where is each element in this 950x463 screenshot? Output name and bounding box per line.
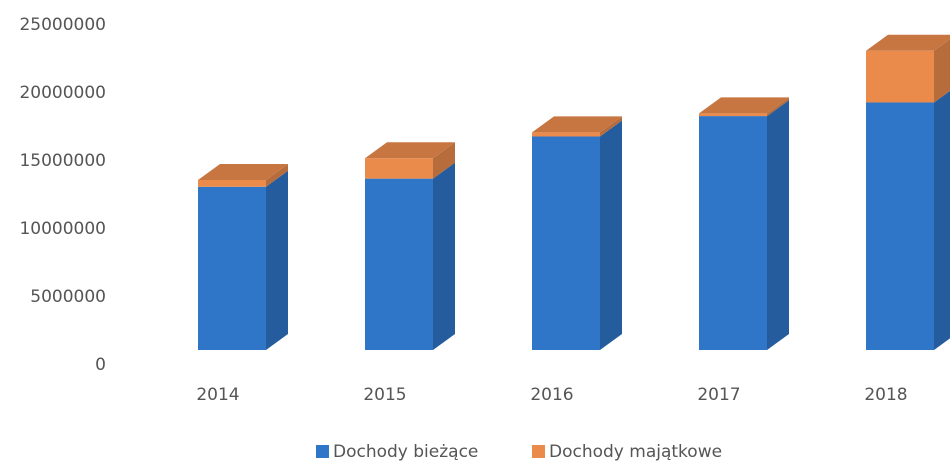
- x-tick-label: 2015: [363, 385, 406, 405]
- x-tick-label: 2016: [530, 385, 573, 405]
- bar-front: [365, 178, 433, 350]
- bar-side: [433, 142, 455, 179]
- legend-label: Dochody majątkowe: [549, 442, 722, 462]
- bar-side: [934, 90, 950, 350]
- x-tick-label: 2017: [697, 385, 740, 405]
- y-tick-label: 10000000: [19, 219, 106, 239]
- y-tick-label: 20000000: [19, 83, 106, 103]
- bar-side: [934, 39, 950, 103]
- bar-front: [198, 186, 266, 350]
- bar-front: [532, 132, 600, 137]
- bar-top: [866, 34, 950, 51]
- legend-swatch: [532, 445, 545, 458]
- y-tick-label: 0: [95, 355, 106, 375]
- bar-side: [266, 164, 288, 187]
- legend-label: Dochody bieżące: [333, 442, 478, 462]
- bar-side: [600, 116, 622, 137]
- y-tick-label: 15000000: [19, 151, 106, 171]
- bar-front: [365, 158, 433, 179]
- bar-side: [767, 100, 789, 350]
- bar-front: [866, 50, 934, 103]
- bar-side: [433, 162, 455, 350]
- bar-top: [699, 97, 789, 114]
- bar-top: [365, 142, 455, 159]
- legend-swatch: [316, 445, 329, 458]
- x-tick-label: 2018: [864, 385, 907, 405]
- bar-side: [266, 170, 288, 350]
- y-tick-label: 25000000: [19, 15, 106, 35]
- y-tick-label: 5000000: [30, 287, 106, 307]
- bar-front: [699, 113, 767, 117]
- bar-side: [600, 120, 622, 350]
- x-tick-label: 2014: [196, 385, 239, 405]
- bar-front: [198, 180, 266, 187]
- bar-top: [532, 116, 622, 133]
- bar-front: [532, 136, 600, 350]
- bar-front: [866, 102, 934, 350]
- bar-top: [198, 164, 288, 180]
- bar-side: [767, 97, 789, 117]
- bar-front: [699, 116, 767, 350]
